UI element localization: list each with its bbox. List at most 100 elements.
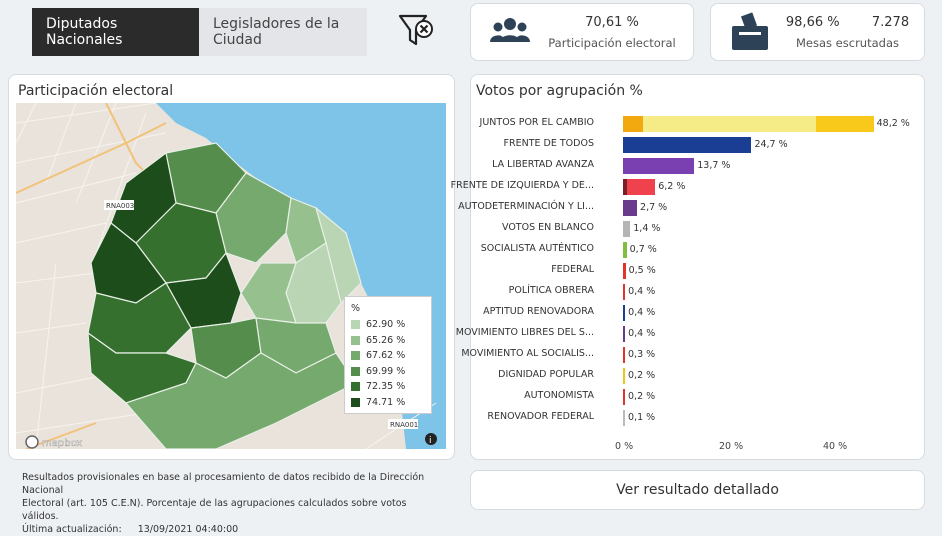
bar-row[interactable]: APTITUD RENOVADORA 0,4 % bbox=[478, 302, 918, 323]
bar-row[interactable]: MOVIMIENTO LIBRES DEL S... 0,4 % bbox=[456, 323, 918, 344]
legend-label: 69.99 % bbox=[366, 365, 406, 377]
legend-item: 62.90 % bbox=[351, 317, 425, 333]
map-panel-title: Participación electoral bbox=[18, 83, 174, 99]
tables-kpi-card: 98,66 % 7.278 Mesas escrutadas bbox=[710, 3, 925, 61]
tables-label: Mesas escrutadas bbox=[796, 35, 899, 50]
bar-category-label: FEDERAL bbox=[551, 264, 594, 275]
participation-label: Participación electoral bbox=[548, 35, 676, 50]
election-tabs: Diputados Nacionales Legisladores de la … bbox=[32, 8, 367, 56]
legend-item: 67.62 % bbox=[351, 348, 425, 364]
bar[interactable] bbox=[623, 116, 874, 132]
bar-category-label: AUTONOMISTA bbox=[524, 390, 594, 401]
participation-map[interactable]: RNA003 RNA001 mapbox i % 62.90 % 65.26 % 6… bbox=[16, 103, 446, 449]
mapbox-attribution[interactable]: mapbox bbox=[42, 438, 83, 449]
bar-category-label: RENOVADOR FEDERAL bbox=[487, 411, 594, 422]
bar-row[interactable]: SOCIALISTA AUTÉNTICO 0,7 % bbox=[478, 239, 918, 260]
road-label-rna001: RNA001 bbox=[390, 421, 418, 429]
legend-label: 72.35 % bbox=[366, 381, 406, 393]
votes-bar-chart: JUNTOS POR EL CAMBIO 48,2 % FRENTE DE TODO… bbox=[451, 113, 918, 433]
bar-value-label: 0,4 % bbox=[628, 286, 656, 297]
legend-label: 65.26 % bbox=[366, 334, 406, 346]
bar-category-label: POLÍTICA OBRERA bbox=[508, 285, 594, 296]
bar-row[interactable]: JUNTOS POR EL CAMBIO 48,2 % bbox=[478, 113, 918, 134]
tables-count: 7.278 bbox=[871, 14, 910, 30]
bar-category-label: JUNTOS POR EL CAMBIO bbox=[479, 117, 594, 128]
bar[interactable] bbox=[623, 200, 638, 216]
bar-row[interactable]: VOTOS EN BLANCO 1,4 % bbox=[478, 218, 918, 239]
info-icon bbox=[425, 433, 437, 445]
bar[interactable] bbox=[623, 263, 626, 279]
bar[interactable] bbox=[623, 410, 625, 426]
bar[interactable] bbox=[623, 389, 625, 405]
bar-category-label: SOCIALISTA AUTÉNTICO bbox=[480, 243, 594, 254]
bar-value-label: 24,7 % bbox=[754, 139, 788, 150]
bar-row[interactable]: AUTONOMISTA 0,2 % bbox=[478, 386, 918, 407]
x-axis-tick-label: 0 % bbox=[615, 441, 634, 452]
bar[interactable] bbox=[623, 347, 625, 363]
bar-value-label: 2,7 % bbox=[640, 202, 668, 213]
bar-category-label: MOVIMIENTO AL SOCIALIS... bbox=[461, 348, 594, 359]
bar-row[interactable]: MOVIMIENTO AL SOCIALIS... 0,3 % bbox=[461, 344, 918, 365]
bar[interactable] bbox=[623, 158, 695, 174]
bar-category-label: APTITUD RENOVADORA bbox=[483, 306, 594, 317]
bar-category-label: AUTODETERMINACIÓN Y LI... bbox=[458, 201, 594, 212]
bar-value-label: 0,2 % bbox=[628, 370, 656, 381]
chart-panel-title: Votos por agrupación % bbox=[476, 83, 643, 99]
legend-swatch bbox=[351, 320, 360, 330]
people-icon bbox=[489, 12, 531, 52]
x-axis-tick-label: 40 % bbox=[823, 441, 848, 452]
bar-row[interactable]: POLÍTICA OBRERA 0,4 % bbox=[478, 281, 918, 302]
bar-row[interactable]: AUTODETERMINACIÓN Y LI... 2,7 % bbox=[458, 197, 918, 218]
legend-item: 65.26 % bbox=[351, 333, 425, 349]
bar[interactable] bbox=[623, 179, 656, 195]
bar-value-label: 6,2 % bbox=[658, 181, 686, 192]
bar-row[interactable]: LA LIBERTAD AVANZA 13,7 % bbox=[478, 155, 918, 176]
bar[interactable] bbox=[623, 305, 626, 321]
participation-value: 70,61 % bbox=[585, 14, 639, 30]
bar-row[interactable]: DIGNIDAD POPULAR 0,2 % bbox=[478, 365, 918, 386]
legend-swatch bbox=[351, 351, 360, 361]
bar[interactable] bbox=[623, 242, 627, 258]
bar[interactable] bbox=[623, 221, 631, 237]
footnote-line2: Electoral (art. 105 C.E.N). Porcentaje d… bbox=[22, 498, 407, 522]
bar-value-label: 0,2 % bbox=[628, 391, 656, 402]
bar-value-label: 1,4 % bbox=[633, 223, 661, 234]
view-detailed-result-button[interactable]: Ver resultado detallado bbox=[470, 470, 925, 510]
tab-diputados-nacionales[interactable]: Diputados Nacionales bbox=[32, 8, 199, 56]
tab-legisladores-ciudad[interactable]: Legisladores de la Ciudad bbox=[199, 8, 367, 56]
bar-segment bbox=[623, 116, 643, 132]
bar-row[interactable]: FEDERAL 0,5 % bbox=[478, 260, 918, 281]
ballot-box-icon bbox=[729, 12, 771, 52]
bar-value-label: 0,1 % bbox=[628, 412, 656, 423]
last-update-label: Última actualización: bbox=[22, 524, 122, 535]
clear-filter-icon[interactable] bbox=[396, 10, 436, 54]
results-footnote: Resultados provisionales en base al proc… bbox=[22, 471, 442, 536]
bar-value-label: 0,5 % bbox=[628, 265, 656, 276]
legend-label: 67.62 % bbox=[366, 350, 406, 362]
bar[interactable] bbox=[623, 368, 625, 384]
bar-segment bbox=[815, 116, 874, 132]
bar[interactable] bbox=[623, 137, 752, 153]
legend-swatch bbox=[351, 397, 360, 407]
bar-segment bbox=[623, 179, 627, 195]
svg-text:i: i bbox=[429, 436, 432, 446]
bar-value-label: 0,4 % bbox=[628, 328, 656, 339]
bar-category-label: MOVIMIENTO LIBRES DEL S... bbox=[455, 327, 594, 338]
map-legend: % 62.90 % 65.26 % 67.62 % 69.99 % 72.35 % 74.… bbox=[344, 296, 432, 414]
bar-row[interactable]: FRENTE DE TODOS 24,7 % bbox=[478, 134, 918, 155]
bar-category-label: FRENTE DE IZQUIERDA Y DE... bbox=[450, 180, 594, 191]
bar-value-label: 0,7 % bbox=[629, 244, 657, 255]
bar[interactable] bbox=[623, 284, 626, 300]
tables-percent: 98,66 % bbox=[785, 14, 840, 30]
legend-swatch bbox=[351, 335, 360, 345]
legend-item: 74.71 % bbox=[351, 395, 425, 411]
bar-row[interactable]: FRENTE DE IZQUIERDA Y DE... 6,2 % bbox=[451, 176, 918, 197]
bar-row[interactable]: RENOVADOR FEDERAL 0,1 % bbox=[478, 407, 918, 428]
footnote-line1: Resultados provisionales en base al proc… bbox=[22, 472, 425, 496]
legend-item: 72.35 % bbox=[351, 379, 425, 395]
bar-value-label: 13,7 % bbox=[697, 160, 731, 171]
last-update-value: 13/09/2021 04:40:00 bbox=[137, 524, 239, 535]
bar-value-label: 0,4 % bbox=[628, 307, 656, 318]
participation-kpi-card: 70,61 % Participación electoral bbox=[470, 3, 694, 61]
bar[interactable] bbox=[623, 326, 626, 342]
